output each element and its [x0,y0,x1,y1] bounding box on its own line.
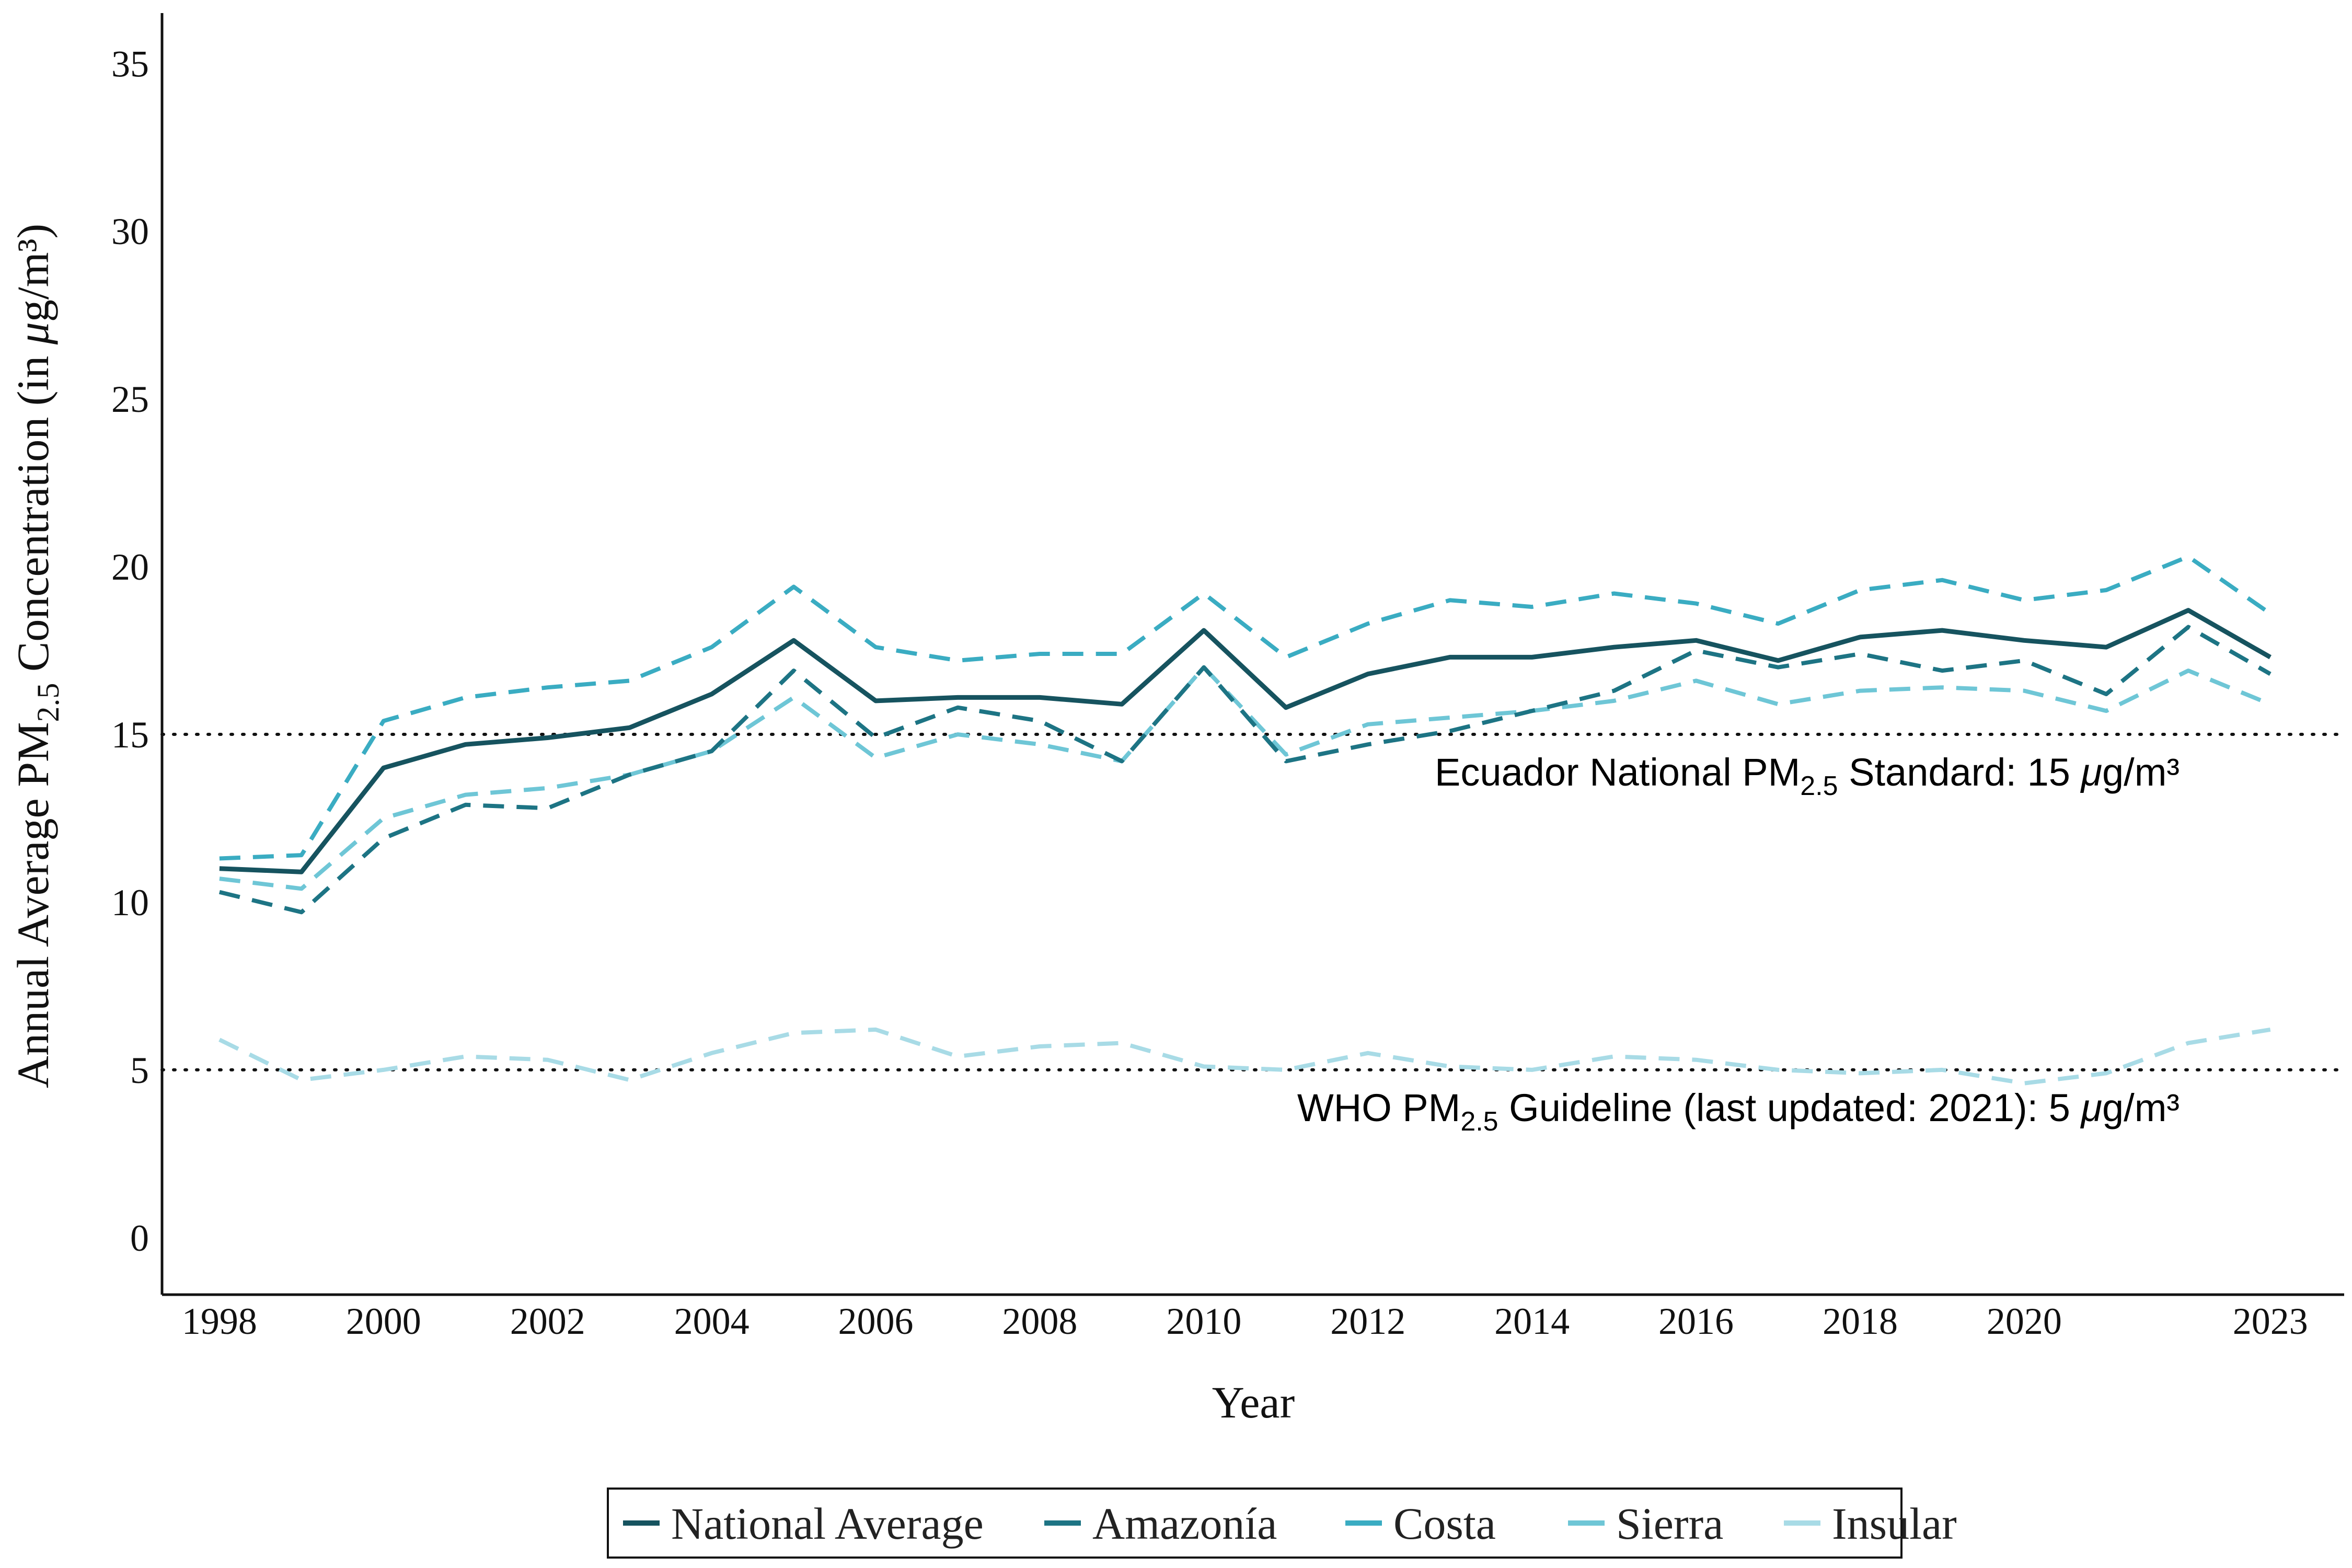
reference-lines [160,733,2346,1071]
legend-label-sierra: Sierra [1616,1498,1723,1549]
reference-labels: Ecuador National PM2.5 Standard: 15 μg/m… [1297,751,2180,1137]
x-tick-label: 2008 [1002,1300,1077,1342]
x-tick-label: 2016 [1658,1300,1734,1342]
reference-label-15: Ecuador National PM2.5 Standard: 15 μg/m… [1435,751,2180,801]
x-tick-label: 2006 [838,1300,914,1342]
y-tick-label: 20 [111,546,149,588]
x-tick-label: 2014 [1494,1300,1570,1342]
series-line-sierra [219,665,2272,891]
legend-label-national-average: National Average [671,1498,984,1549]
series-line-insular [218,1027,2271,1086]
legend-label-insular: Insular [1832,1498,1957,1549]
x-tick-label: 2000 [346,1300,421,1342]
series-lines [218,554,2272,1086]
legend-label-amazonia: Amazonía [1092,1498,1277,1549]
series-line-amazonia [218,625,2272,915]
y-tick-label: 5 [130,1050,149,1091]
x-tick-label: 2002 [510,1300,585,1342]
x-tick-labels: 1998 2000 2002 2004 2006 2008 2010 2012 2014 2016… [182,1300,2308,1342]
series-line-costa [219,554,2272,861]
y-tick-labels: 0 5 10 15 20 25 30 35 [111,43,149,1259]
x-axis-title: Year [1212,1377,1295,1427]
x-tick-label: 2023 [2233,1300,2308,1342]
x-tick-label: 2018 [1823,1300,1898,1342]
series-line-national-average [219,608,2272,874]
y-tick-label: 10 [111,882,149,924]
x-tick-label: 2020 [1987,1300,2062,1342]
legend-label-costa: Costa [1393,1498,1496,1549]
legend-box [607,1488,1903,1559]
axes [160,13,2344,1296]
x-tick-label: 2012 [1330,1300,1405,1342]
y-axis-title: Annual Average PM2.5 Concentration (in μ… [8,224,65,1088]
x-tick-label: 1998 [182,1300,257,1342]
x-tick-label: 2010 [1166,1300,1241,1342]
reference-label-5: WHO PM2.5 Guideline (last updated: 2021)… [1297,1086,2180,1137]
y-tick-label: 0 [130,1217,149,1259]
y-tick-label: 35 [111,43,149,85]
y-tick-label: 15 [111,714,149,756]
x-tick-label: 2004 [674,1300,750,1342]
y-tick-label: 30 [111,211,149,252]
legend: National Average Amazonía Costa Sierra Insul… [607,1488,1957,1559]
y-tick-label: 25 [111,378,149,420]
